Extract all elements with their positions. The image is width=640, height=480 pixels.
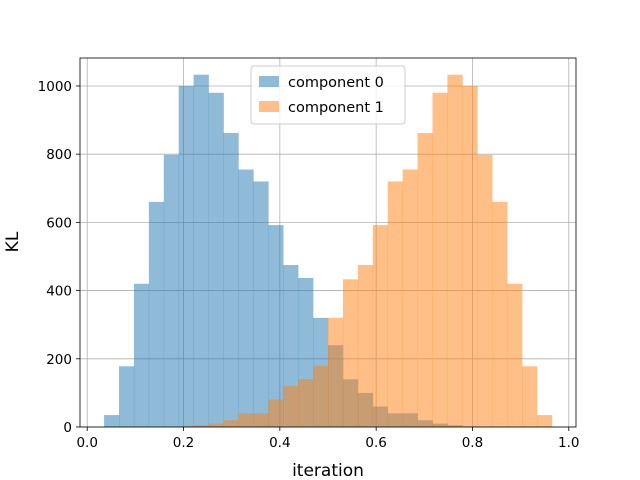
x-tick-label: 0.8 bbox=[462, 435, 483, 451]
y-tick-label: 600 bbox=[46, 215, 72, 231]
histogram-bar-component-1 bbox=[447, 74, 463, 427]
histogram-bar-component-0 bbox=[193, 74, 209, 427]
bars bbox=[104, 74, 553, 428]
x-axis-label: iteration bbox=[292, 461, 364, 480]
histogram-bar-component-1 bbox=[268, 399, 284, 427]
histogram-bar-component-0 bbox=[253, 181, 269, 427]
histogram-bar-component-0 bbox=[178, 85, 194, 428]
ticks: 0.0 0.2 0.4 0.6 0.8 1.0 0 200 400 600 800 1000 bbox=[38, 79, 580, 451]
legend-label-component-1: component 1 bbox=[288, 100, 384, 116]
histogram-bar-component-0 bbox=[268, 225, 284, 427]
legend-box bbox=[250, 65, 406, 125]
legend: component 0 component 1 bbox=[250, 65, 406, 125]
histogram-bar-component-1 bbox=[492, 201, 508, 427]
histogram-bar-component-1 bbox=[372, 225, 389, 427]
histogram-bar-component-0 bbox=[133, 283, 150, 427]
x-tick-label: 0.6 bbox=[365, 435, 386, 451]
histogram-bar-component-1 bbox=[507, 283, 523, 427]
histogram-bar-component-1 bbox=[298, 379, 314, 427]
histogram-bar-component-1 bbox=[253, 413, 269, 427]
histogram-bar-component-1 bbox=[283, 386, 299, 427]
histogram-bar-component-1 bbox=[477, 154, 493, 427]
histogram-bar-component-0 bbox=[163, 154, 180, 427]
histogram-bar-component-1 bbox=[193, 425, 209, 427]
legend-swatch-component-0 bbox=[259, 76, 279, 87]
histogram-bar-component-0 bbox=[208, 92, 224, 427]
histogram-bar-component-0 bbox=[238, 169, 254, 427]
x-tick-label: 1.0 bbox=[558, 435, 579, 451]
histogram-bar-component-1 bbox=[536, 415, 553, 427]
plot-frame bbox=[79, 57, 577, 428]
histogram-bar-component-1 bbox=[402, 169, 418, 427]
legend-swatch-component-1 bbox=[259, 101, 279, 112]
histogram-bar-component-0 bbox=[119, 366, 135, 427]
x-tick-label: 0.4 bbox=[269, 435, 290, 451]
histogram-bar-component-1 bbox=[417, 133, 433, 428]
histogram-bar-component-1 bbox=[328, 317, 344, 427]
histogram-bar-component-1 bbox=[462, 85, 478, 428]
histogram-bar-component-0 bbox=[223, 133, 239, 428]
x-tick-label: 0.0 bbox=[76, 435, 97, 451]
legend-label-component-0: component 0 bbox=[288, 75, 384, 91]
histogram-bar-component-0 bbox=[104, 415, 120, 427]
y-tick-label: 0 bbox=[63, 420, 72, 436]
histogram-bar-component-1 bbox=[357, 265, 374, 427]
histogram-bar-component-1 bbox=[522, 366, 538, 427]
y-tick-label: 400 bbox=[46, 284, 72, 300]
histogram-bar-component-0 bbox=[148, 201, 165, 427]
y-tick-label: 800 bbox=[46, 147, 72, 163]
x-tick-label: 0.2 bbox=[173, 435, 194, 451]
histogram-bar-component-1 bbox=[432, 92, 448, 427]
histogram-bar-component-1 bbox=[342, 279, 359, 427]
histogram-bar-component-1 bbox=[387, 181, 403, 427]
histogram-bar-component-1 bbox=[313, 365, 329, 427]
y-tick-label: 200 bbox=[46, 352, 72, 368]
histogram-bar-component-1 bbox=[223, 420, 239, 427]
y-axis-label: KL bbox=[3, 231, 23, 252]
histogram-bar-component-1 bbox=[238, 413, 254, 427]
y-tick-label: 1000 bbox=[38, 79, 72, 95]
histogram-bar-component-1 bbox=[208, 423, 224, 427]
